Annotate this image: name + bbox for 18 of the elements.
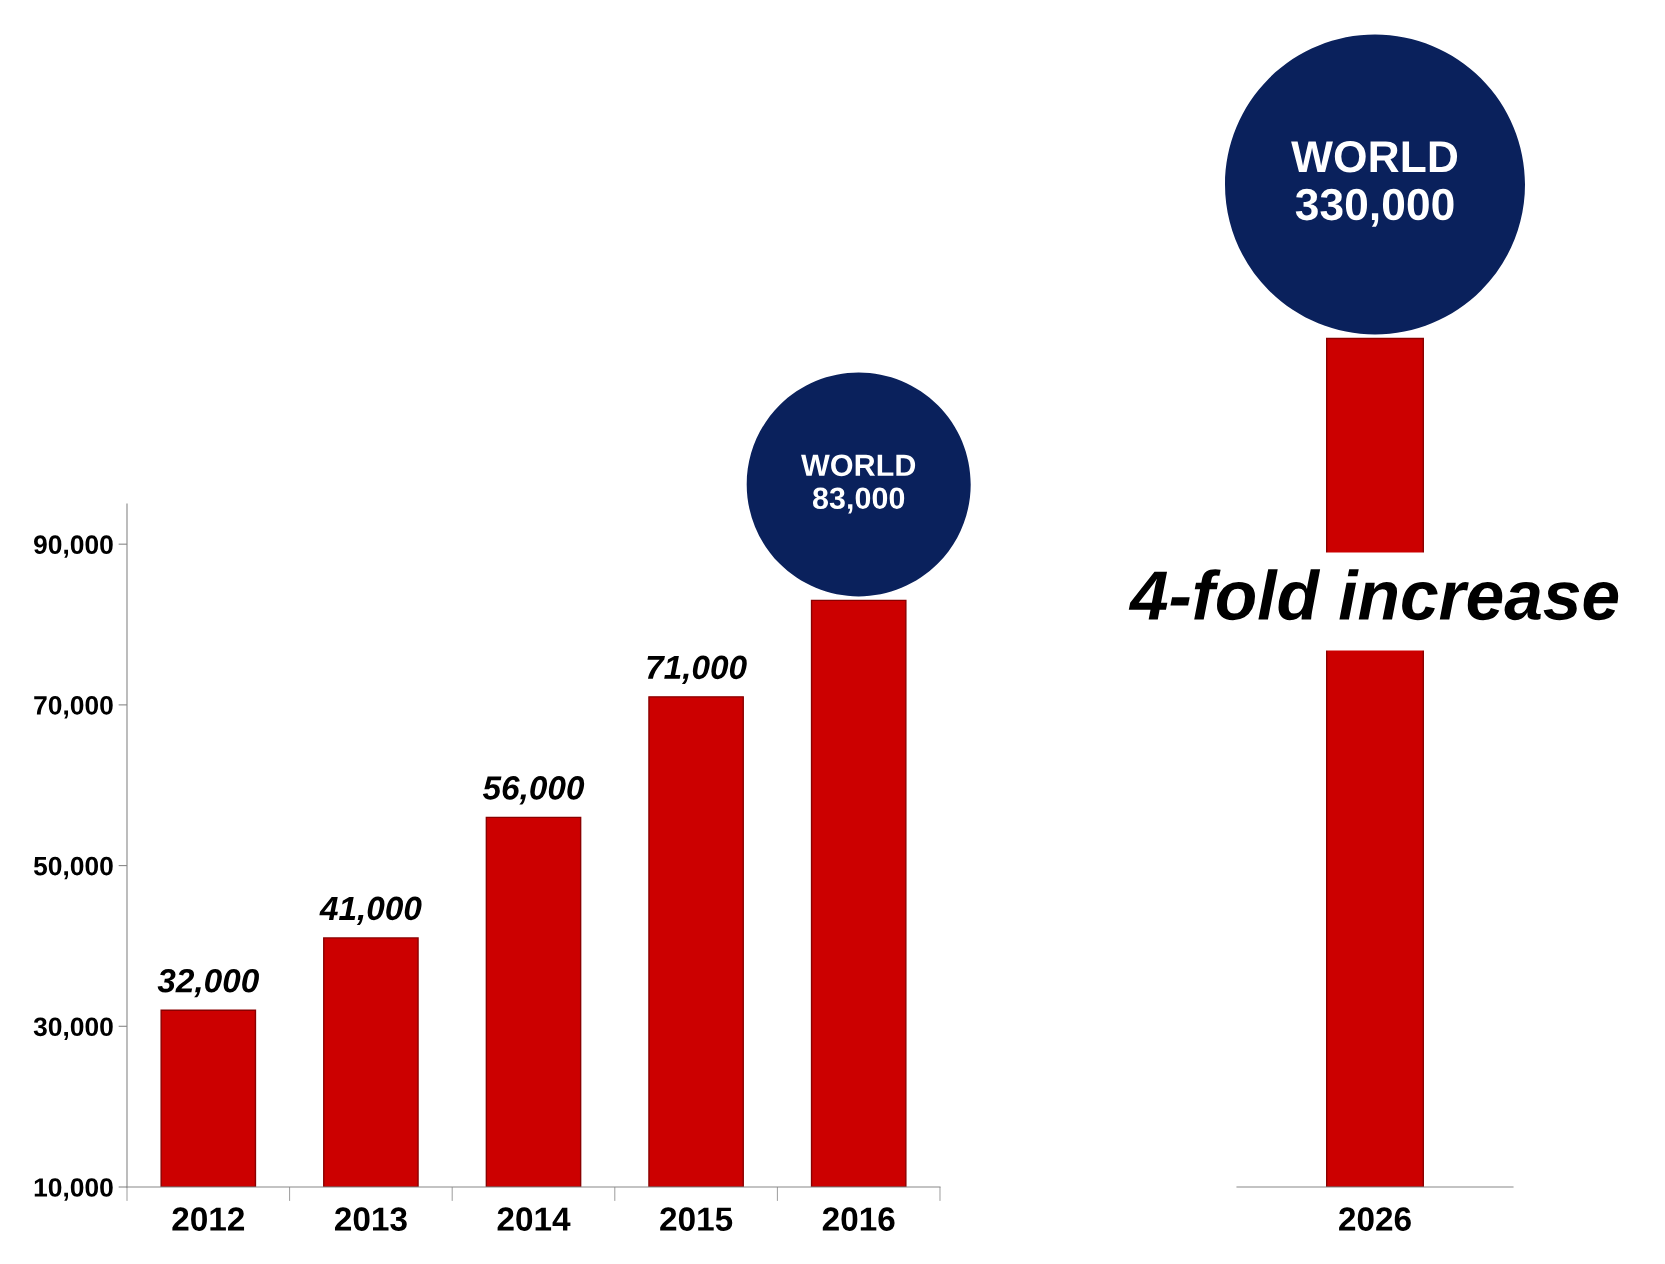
x-tick-label: 2012 [172,1207,245,1231]
data-label: WORLD 83,000 [801,454,916,514]
y-tick-label: 10,000 [34,1178,113,1201]
data-label: 56,000 [482,776,585,805]
x-tick-label: 2015 [660,1207,733,1231]
x-tick-label: 2016 [822,1207,895,1231]
y-tick-label: 90,000 [34,535,113,558]
data-label: 32,000 [157,968,259,998]
x-tick-label: 2014 [497,1207,571,1231]
x-tick-label: 2013 [334,1207,407,1231]
data-label: 41,000 [319,896,422,926]
x-tick-label: 2026 [1339,1207,1411,1231]
y-tick-label: 30,000 [33,1017,113,1040]
data-label: 71,000 [647,655,747,684]
data-label: WORLD 330,000 [1291,140,1458,227]
y-tick-label: 70,000 [34,696,113,719]
annotation: 4-fold increase [1128,569,1619,621]
y-tick-label: 50,000 [33,856,113,880]
